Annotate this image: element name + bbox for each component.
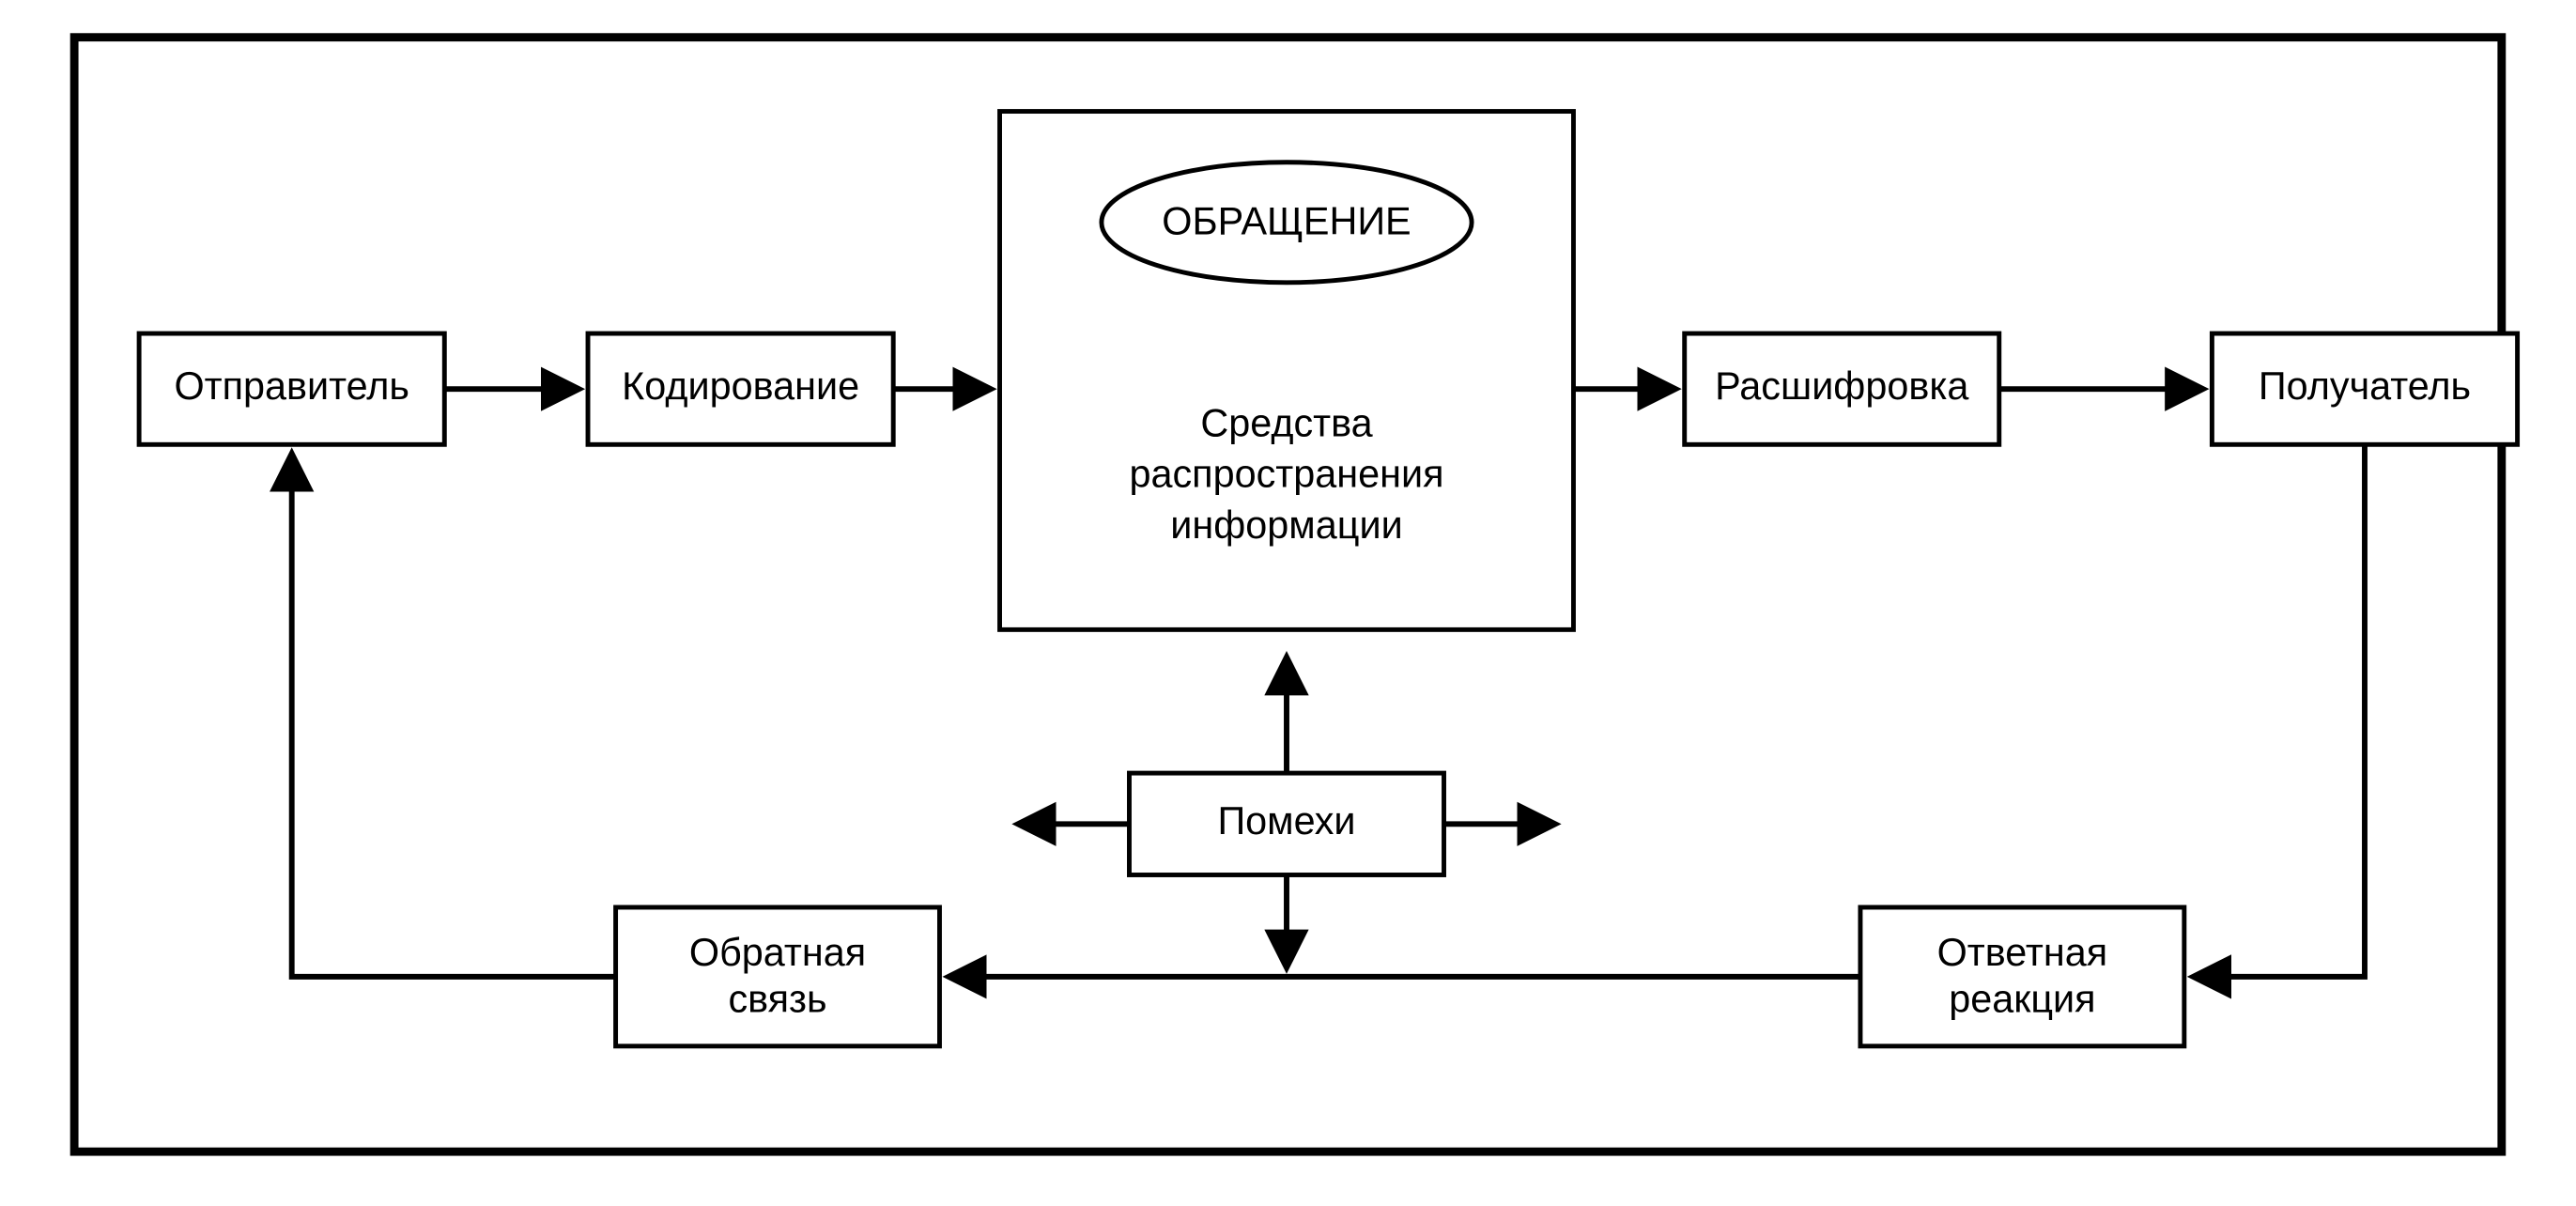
node-feedback-label-0: Обратная [689,931,866,974]
node-response: Ответная реакция [1860,907,2184,1046]
node-noise: Помехи [1129,773,1443,874]
node-response-label-0: Ответная [1937,931,2108,974]
node-encoding: Кодирование [588,333,893,444]
node-sender-label: Отправитель [174,364,409,408]
node-feedback: Обратная связь [616,907,940,1046]
media-ellipse-label: ОБРАЩЕНИЕ [1162,200,1411,243]
node-response-label-1: реакция [1949,977,2095,1020]
node-noise-label: Помехи [1217,799,1355,843]
node-receiver-label: Получатель [2259,364,2471,408]
node-feedback-label-1: связь [728,977,826,1020]
node-decoding-label: Расшифровка [1715,364,1969,408]
arrow-feedback-sender [292,458,616,977]
communication-diagram: Отправитель Кодирование ОБРАЩЕНИЕ Средст… [19,19,2557,1187]
node-decoding: Расшифровка [1685,333,1999,444]
node-sender: Отправитель [139,333,444,444]
media-subtext-2: информации [1170,503,1402,547]
arrow-receiver-response [2198,444,2365,977]
media-subtext-1: распространения [1129,453,1443,496]
node-receiver: Получатель [2212,333,2517,444]
media-subtext-0: Средства [1200,402,1373,445]
node-encoding-label: Кодирование [622,364,859,408]
node-media: ОБРАЩЕНИЕ Средства распространения инфор… [1000,112,1574,630]
